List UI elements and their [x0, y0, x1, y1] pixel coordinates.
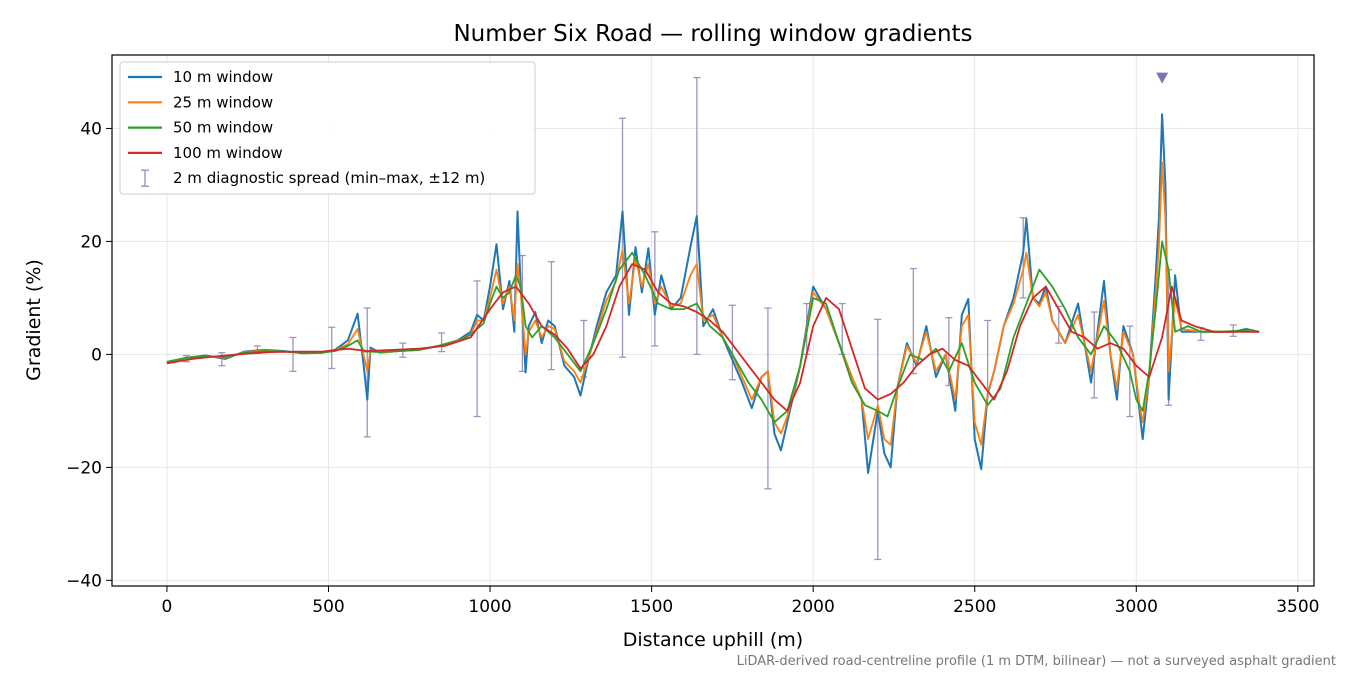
series-line-3: [166, 240, 1260, 424]
legend-label: 50 m window: [173, 119, 273, 137]
chart-title: Number Six Road — rolling window gradien…: [453, 21, 972, 47]
x-tick-label: 1000: [468, 597, 511, 617]
legend-item-1: 10 m window: [128, 68, 273, 86]
legend-item-3: 50 m window: [128, 119, 273, 137]
legend-label: 10 m window: [173, 68, 273, 86]
error-bar: [473, 280, 481, 418]
series-line-4: [166, 263, 1260, 412]
error-bar: [651, 231, 659, 347]
y-tick-label: −40: [66, 571, 102, 591]
footnote: LiDAR-derived road-centreline profile (1…: [737, 654, 1336, 669]
plot-frame: [111, 54, 1315, 587]
error-bar: [619, 117, 627, 358]
error-bar: [289, 336, 297, 372]
y-tick-label: 0: [91, 345, 102, 365]
peak-markers: [1156, 72, 1169, 84]
legend-box: [119, 61, 536, 195]
x-tick-label: 1500: [630, 597, 673, 617]
x-axis-label: Distance uphill (m): [623, 629, 803, 651]
series-lines: [166, 113, 1260, 474]
x-tick-label: 500: [312, 597, 344, 617]
error-bar: [328, 326, 336, 370]
y-axis-ticks: −40 −20 0 20 40: [66, 119, 112, 591]
x-tick-label: 3000: [1115, 597, 1158, 617]
legend-item-2: 25 m window: [128, 93, 273, 111]
error-bar: [363, 307, 371, 438]
error-bar: [1019, 217, 1027, 299]
error-bar: [874, 318, 882, 561]
legend-label: 100 m window: [173, 144, 283, 162]
error-bar: [438, 332, 446, 353]
x-axis-ticks: 0 500 1000 1500 2000 2500 3000 3500: [162, 586, 1319, 617]
legend-label: 25 m window: [173, 93, 273, 111]
error-bar: [764, 307, 772, 490]
peak-marker: [1156, 72, 1169, 84]
x-tick-label: 0: [162, 597, 173, 617]
error-bars: [182, 76, 1237, 561]
x-tick-label: 2500: [953, 597, 996, 617]
x-tick-label: 2000: [792, 597, 835, 617]
legend: 10 m window 25 m window 50 m window 100 m w…: [119, 61, 536, 195]
error-bar: [547, 261, 555, 371]
y-tick-label: 40: [80, 119, 102, 139]
x-tick-label: 3500: [1276, 597, 1319, 617]
legend-item-4: 100 m window: [128, 144, 283, 162]
error-bar: [728, 304, 736, 381]
y-tick-label: 20: [80, 232, 102, 252]
legend-item-5: 2 m diagnostic spread (min–max, ±12 m): [141, 169, 485, 187]
y-tick-label: −20: [66, 458, 102, 478]
legend-label: 2 m diagnostic spread (min–max, ±12 m): [173, 169, 485, 187]
y-axis-label: Gradient (%): [23, 259, 45, 381]
